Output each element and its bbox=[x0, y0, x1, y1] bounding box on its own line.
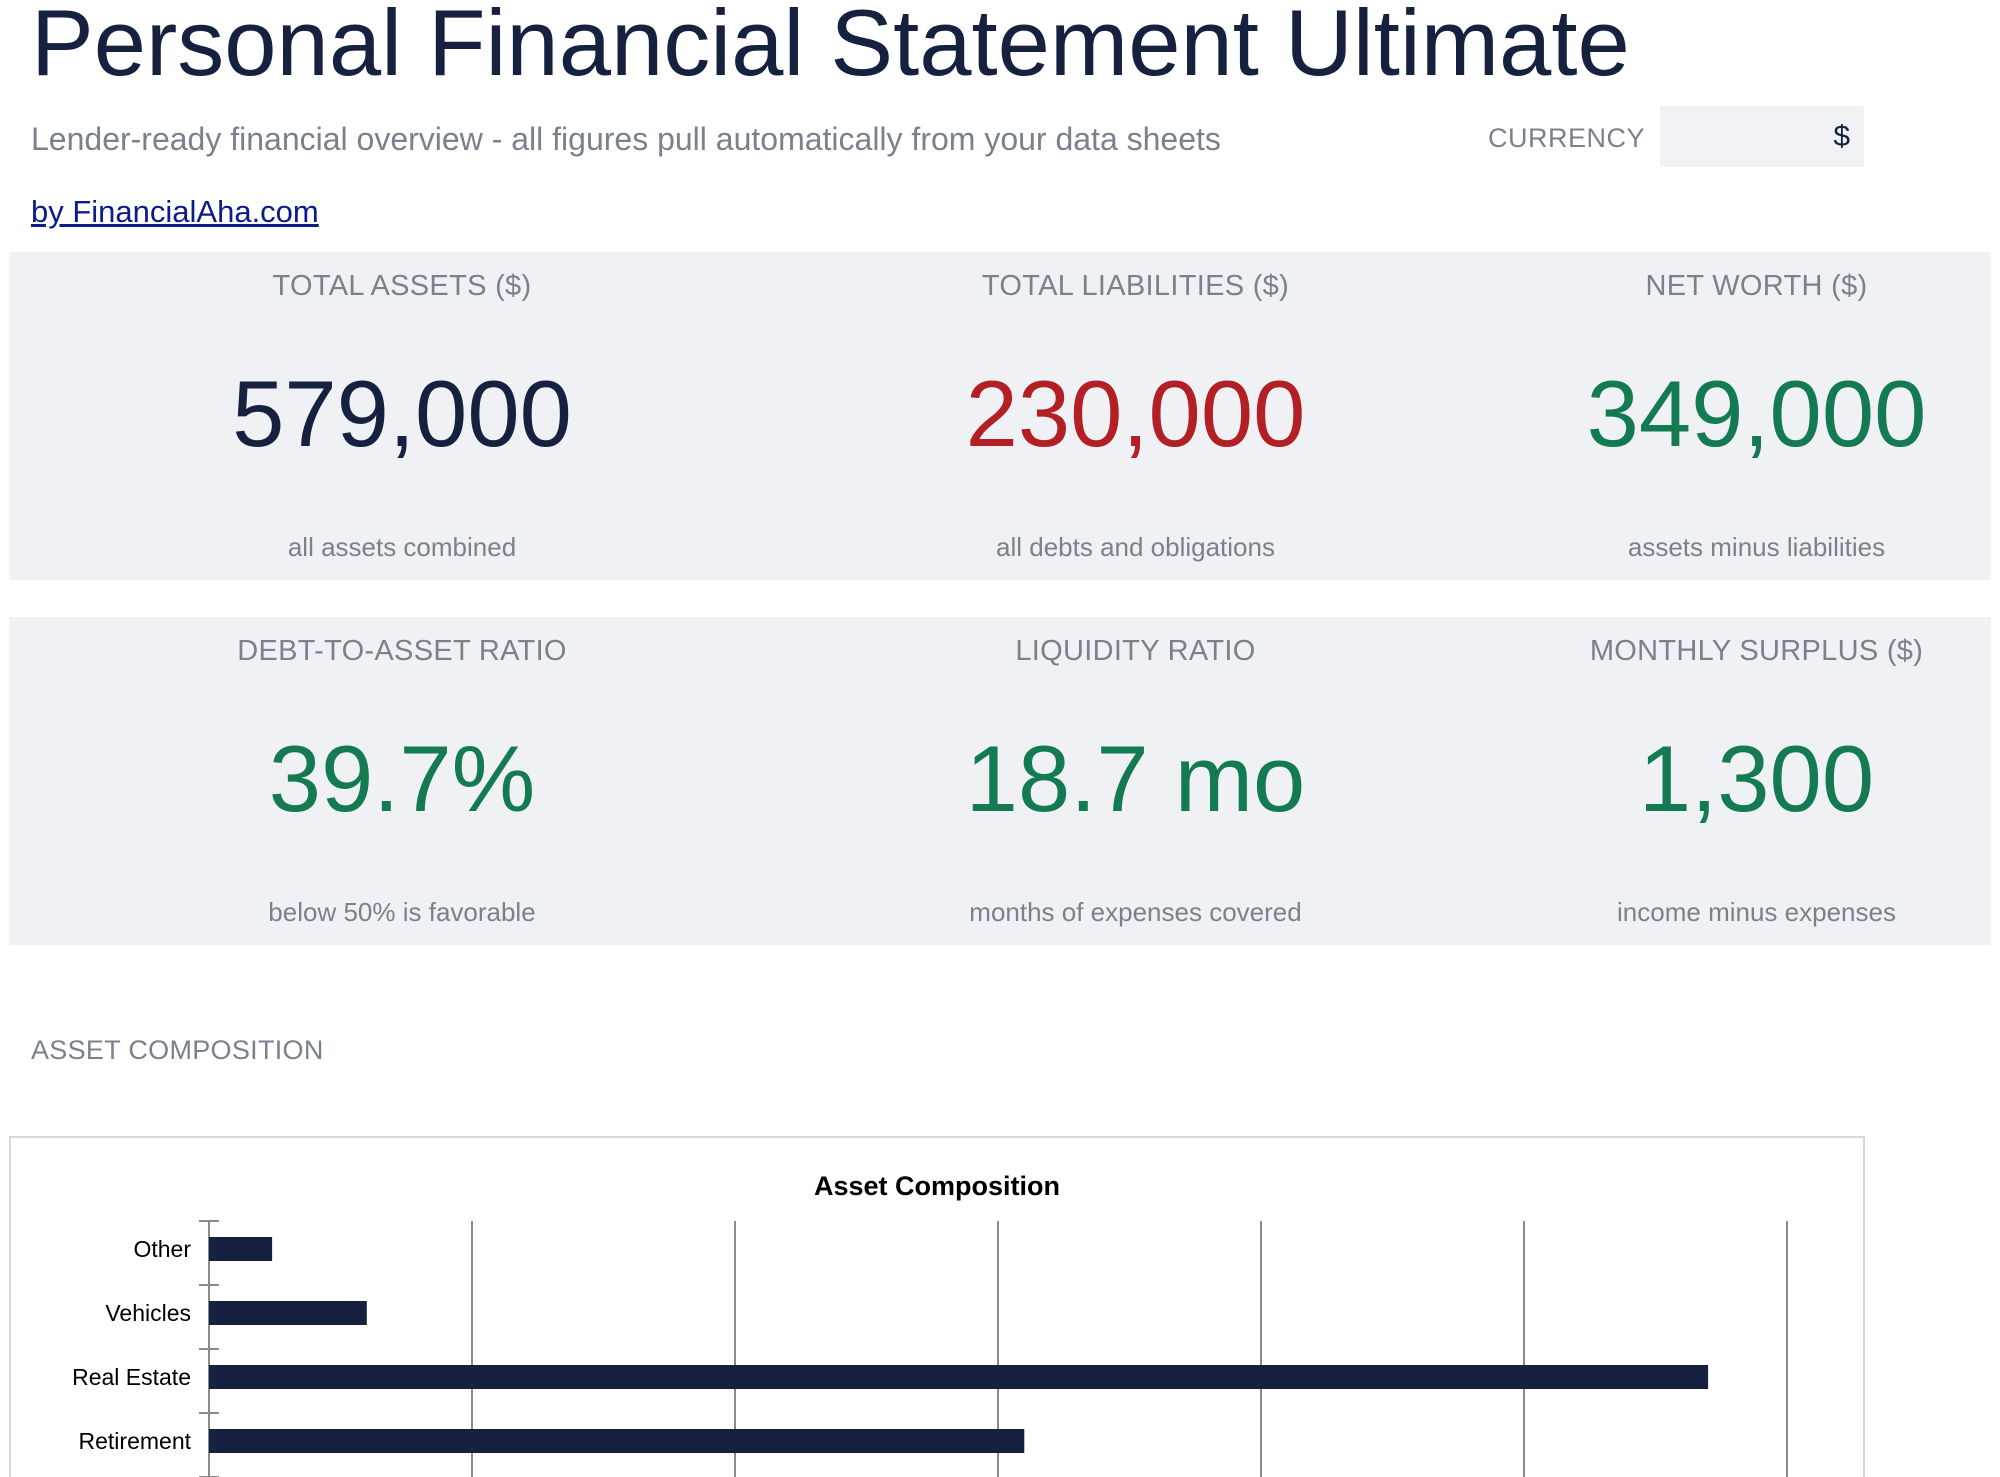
chart-bars bbox=[209, 1237, 1709, 1453]
chart-category-labels: Other Vehicles Real Estate Retirement bbox=[72, 1236, 192, 1454]
asset-composition-chart[interactable]: Asset Composition Other Vehicles Real Esta… bbox=[9, 1136, 1865, 1477]
kpi-label: DEBT-TO-ASSET RATIO bbox=[237, 635, 567, 667]
page-subtitle: Lender-ready financial overview - all fi… bbox=[31, 121, 1221, 157]
asset-section-heading: ASSET COMPOSITION bbox=[31, 1035, 324, 1065]
kpi-caption: months of expenses covered bbox=[969, 897, 1302, 927]
page-title: Personal Financial Statement Ultimate bbox=[31, 0, 1630, 95]
kpi-caption: income minus expenses bbox=[1617, 897, 1896, 927]
kpi-caption: below 50% is favorable bbox=[268, 897, 536, 927]
kpi-caption: assets minus liabilities bbox=[1627, 532, 1886, 562]
kpi-monthly-surplus: MONTHLY SURPLUS ($) 1,300 income minus e… bbox=[1522, 617, 1991, 945]
kpi-debt-to-asset: DEBT-TO-ASSET RATIO 39.7% below 50% is f… bbox=[9, 617, 795, 945]
kpi-value: 349,000 bbox=[1586, 361, 1927, 466]
kpi-total-assets: TOTAL ASSETS ($) 579,000 all assets comb… bbox=[9, 252, 795, 580]
kpi-value: 39.7% bbox=[268, 726, 536, 831]
chart-canvas: Asset Composition Other Vehicles Real Esta… bbox=[72, 1171, 1788, 1477]
kpi-total-liabilities: TOTAL LIABILITIES ($) 230,000 all debts … bbox=[749, 252, 1522, 580]
chart-bar-other[interactable] bbox=[209, 1237, 273, 1261]
chart-category-label: Retirement bbox=[79, 1428, 192, 1454]
currency-label: CURRENCY bbox=[1488, 123, 1646, 153]
kpi-caption: all debts and obligations bbox=[996, 532, 1275, 562]
chart-category-label: Other bbox=[133, 1236, 191, 1262]
currency-input[interactable]: $ bbox=[1660, 106, 1864, 167]
kpi-label: TOTAL ASSETS ($) bbox=[272, 270, 532, 302]
chart-bar-vehicles[interactable] bbox=[209, 1301, 367, 1325]
chart-bar-retirement[interactable] bbox=[209, 1429, 1025, 1453]
chart-category-label: Vehicles bbox=[105, 1300, 191, 1326]
kpi-band-primary: TOTAL ASSETS ($) 579,000 all assets comb… bbox=[9, 252, 1991, 580]
chart-title: Asset Composition bbox=[814, 1171, 1060, 1201]
kpi-band-ratios: DEBT-TO-ASSET RATIO 39.7% below 50% is f… bbox=[9, 617, 1991, 945]
financialaha-link[interactable]: by FinancialAha.com bbox=[31, 194, 319, 229]
kpi-label: MONTHLY SURPLUS ($) bbox=[1589, 635, 1924, 667]
kpi-caption: all assets combined bbox=[287, 532, 517, 562]
kpi-value: 18.7 mo bbox=[965, 726, 1306, 831]
kpi-value: 230,000 bbox=[965, 361, 1306, 466]
kpi-liquidity-ratio: LIQUIDITY RATIO 18.7 mo months of expens… bbox=[749, 617, 1522, 945]
kpi-label: NET WORTH ($) bbox=[1645, 270, 1868, 302]
kpi-label: LIQUIDITY RATIO bbox=[1015, 635, 1256, 667]
kpi-net-worth: NET WORTH ($) 349,000 assets minus liabi… bbox=[1522, 252, 1991, 580]
chart-category-label: Real Estate bbox=[72, 1364, 191, 1390]
kpi-value: 579,000 bbox=[232, 361, 572, 466]
chart-bar-real-estate[interactable] bbox=[209, 1365, 1709, 1389]
kpi-label: TOTAL LIABILITIES ($) bbox=[981, 270, 1290, 302]
kpi-value: 1,300 bbox=[1638, 726, 1875, 831]
